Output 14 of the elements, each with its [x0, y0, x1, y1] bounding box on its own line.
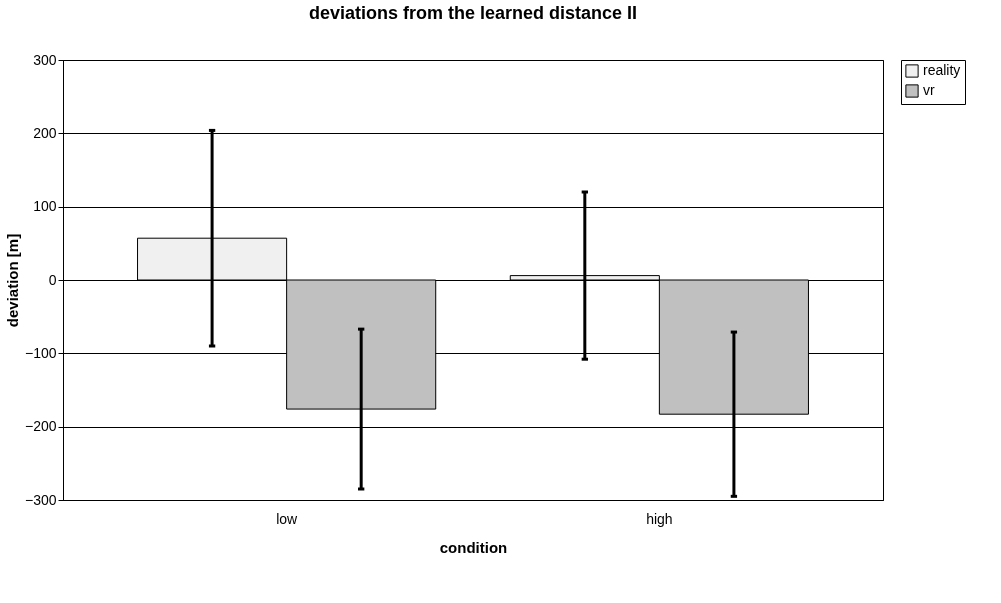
- y-tick-label: 0: [48, 271, 57, 288]
- legend-label: reality: [923, 62, 961, 78]
- y-tick-label: 100: [33, 198, 57, 215]
- x-axis-title: condition: [439, 538, 508, 556]
- y-tick-label: −200: [24, 418, 57, 435]
- x-tick-label: high: [646, 510, 673, 527]
- y-tick-label: −300: [24, 491, 57, 508]
- y-tick-label: −100: [24, 344, 57, 361]
- y-tick-label: 200: [33, 124, 57, 141]
- chart-title: deviations from the learned distance II: [308, 3, 638, 23]
- y-tick-label: 300: [33, 51, 57, 68]
- y-axis-title: deviation [m]: [3, 233, 21, 328]
- x-tick-label: low: [276, 510, 299, 527]
- legend-label: vr: [923, 82, 935, 98]
